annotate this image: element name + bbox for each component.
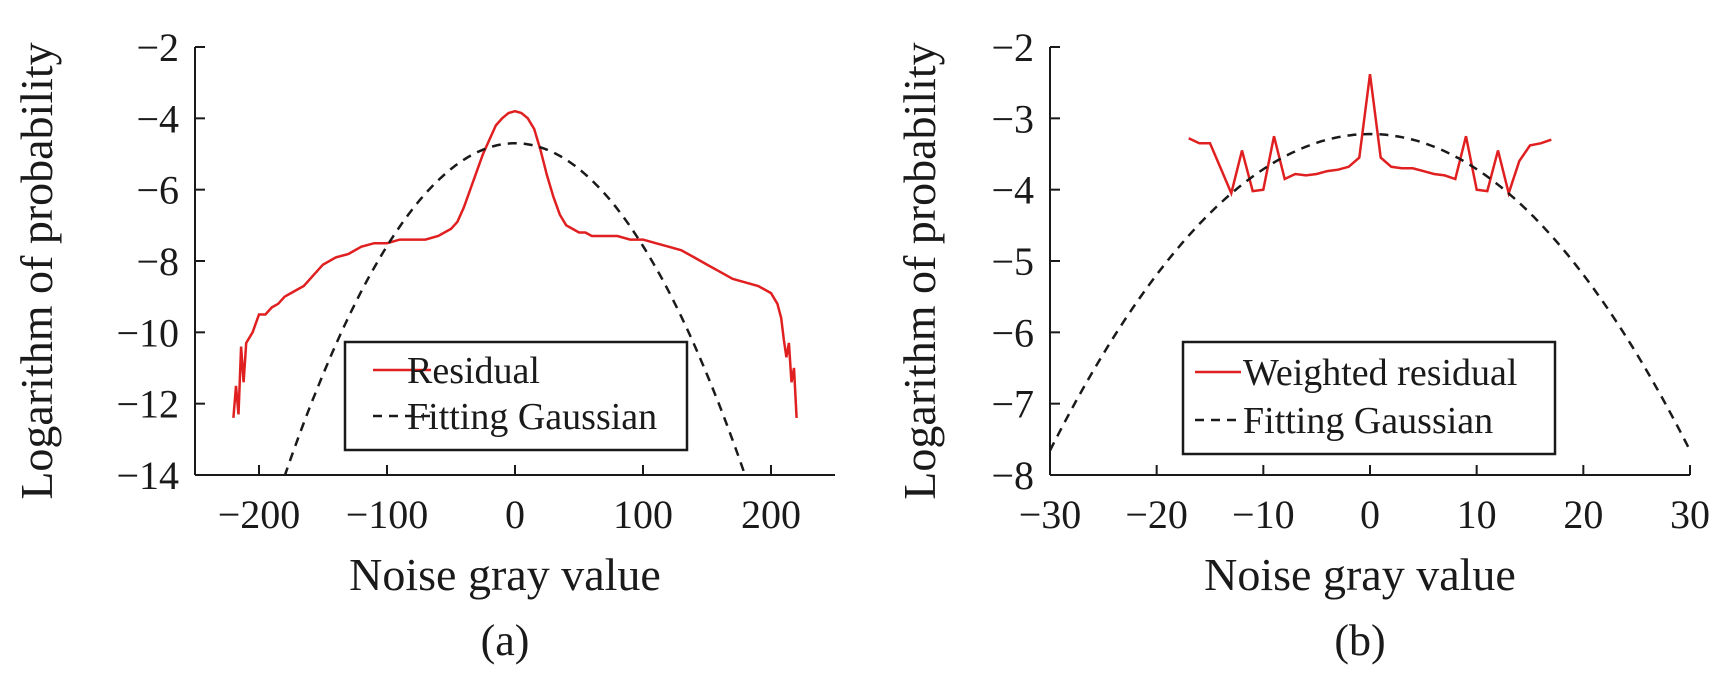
legend-box xyxy=(343,340,689,452)
fitting-gaussian-line xyxy=(283,142,747,475)
y-tick-label: −2 xyxy=(991,25,1034,70)
panel-label: (a) xyxy=(481,616,530,665)
y-tick-label: −14 xyxy=(116,453,179,498)
legend: Weighted residual Fitting Gaussian xyxy=(1181,340,1557,456)
y-tick-label: −8 xyxy=(991,453,1034,498)
x-tick-label: 30 xyxy=(1670,492,1710,537)
y-tick-label: −4 xyxy=(136,96,179,141)
y-tick-label: −3 xyxy=(991,96,1034,141)
y-tick-label: −8 xyxy=(136,239,179,284)
legend-box xyxy=(1181,340,1557,456)
x-tick-label: −10 xyxy=(1232,492,1295,537)
y-axis-title: Logarithm of probability xyxy=(11,42,62,499)
y-axis-title: Logarithm of probability xyxy=(894,42,945,499)
chart-panel-a: −2 −4 −6 −8 −10 −12 −14 −200 −100 0 100 200 Logarith… xyxy=(11,25,835,665)
residual-line xyxy=(1188,73,1552,198)
legend-label: Residual xyxy=(407,350,540,392)
x-axis-title: Noise gray value xyxy=(349,549,661,600)
y-tick-label: −6 xyxy=(136,168,179,213)
x-tick-label: −100 xyxy=(346,492,429,537)
x-tick-label: −200 xyxy=(218,492,301,537)
x-tick-label: 20 xyxy=(1563,492,1603,537)
y-tick-label: −10 xyxy=(116,310,179,355)
x-tick-label: 0 xyxy=(505,492,525,537)
y-tick-label: −4 xyxy=(991,168,1034,213)
x-tick-label: −30 xyxy=(1019,492,1082,537)
residual-line xyxy=(232,109,798,419)
fitting-gaussian-line xyxy=(1050,132,1692,452)
panel-label: (b) xyxy=(1334,616,1385,665)
y-tick-label: −12 xyxy=(116,382,179,427)
x-tick-label: 200 xyxy=(741,492,801,537)
x-tick-label: 10 xyxy=(1457,492,1497,537)
chart-panel-b: −2 −3 −4 −5 −6 −7 −8−30 −20 −10 0 10 20 30 Logarithm … xyxy=(894,25,1710,665)
y-tick-label: −5 xyxy=(991,239,1034,284)
y-tick-label: −6 xyxy=(991,310,1034,355)
x-tick-label: 0 xyxy=(1360,492,1380,537)
x-tick-label: 100 xyxy=(613,492,673,537)
y-tick-label: −7 xyxy=(991,382,1034,427)
legend-label: Weighted residual xyxy=(1243,352,1517,394)
legend-label: Fitting Gaussian xyxy=(1243,400,1493,442)
x-tick-label: −20 xyxy=(1125,492,1188,537)
x-axis-title: Noise gray value xyxy=(1204,549,1516,600)
y-tick-label: −2 xyxy=(136,25,179,70)
legend-label: Fitting Gaussian xyxy=(407,396,657,438)
